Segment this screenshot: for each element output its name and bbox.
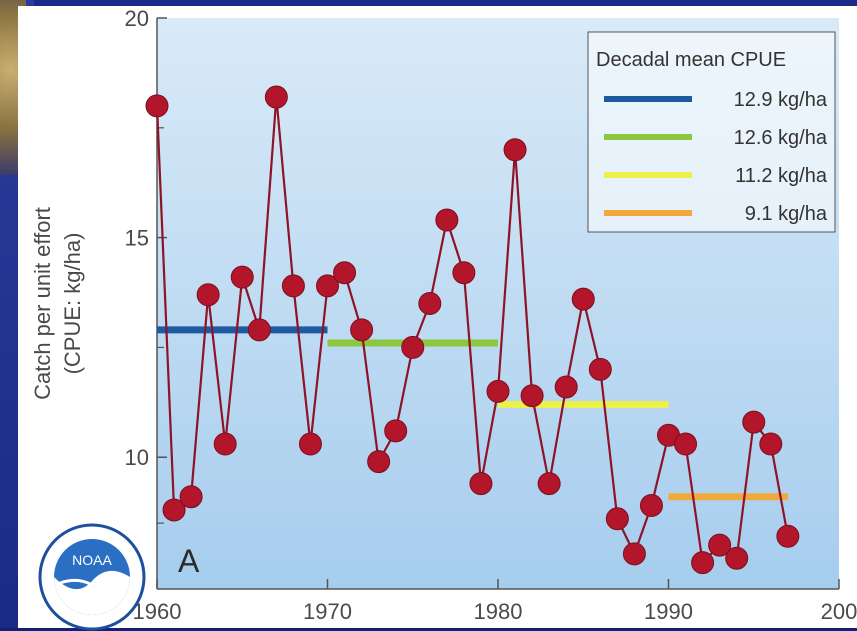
data-point xyxy=(588,357,612,381)
data-point xyxy=(571,287,595,311)
data-point xyxy=(196,283,220,307)
data-point xyxy=(162,498,186,522)
legend-title: Decadal mean CPUE xyxy=(596,49,786,71)
data-point xyxy=(605,507,629,531)
legend-box xyxy=(587,31,836,233)
data-point xyxy=(435,208,459,232)
x-tick-label: 1990 xyxy=(644,599,693,624)
data-point xyxy=(622,542,646,566)
data-point xyxy=(639,494,663,518)
data-point xyxy=(281,274,305,298)
data-point xyxy=(503,138,527,162)
cpue-chart: 1960 1970 1980 1990 200 10 15 20 Decadal mean C… xyxy=(30,6,857,624)
data-point xyxy=(213,432,237,456)
data-point xyxy=(418,292,442,315)
x-tick-label: 200 xyxy=(821,599,857,624)
data-point xyxy=(247,318,271,342)
legend-entry-label: 12.6 kg/ha xyxy=(734,127,828,149)
data-point xyxy=(298,432,322,456)
data-point xyxy=(367,450,391,474)
data-point xyxy=(401,335,425,359)
data-point xyxy=(691,551,715,575)
data-point xyxy=(179,485,203,509)
data-point xyxy=(742,410,766,434)
legend: Decadal mean CPUE 12.9 kg/ha 12.6 kg/ha 11… xyxy=(587,31,836,233)
x-tick-label: 1960 xyxy=(133,599,182,624)
x-tick-label: 1980 xyxy=(474,599,523,624)
panel-letter: A xyxy=(178,543,200,579)
noaa-logo-text: NOAA xyxy=(72,552,112,568)
slide-frame-top xyxy=(0,0,857,10)
data-point xyxy=(554,375,578,399)
data-point xyxy=(145,94,169,118)
y-tick-label: 20 xyxy=(125,6,149,31)
data-point xyxy=(537,472,561,496)
legend-entry-label: 9.1 kg/ha xyxy=(745,203,828,225)
data-point xyxy=(230,265,254,289)
noaa-logo: NOAA xyxy=(38,523,146,631)
data-point xyxy=(469,472,493,496)
data-point xyxy=(264,85,288,109)
data-point xyxy=(520,384,544,408)
data-point xyxy=(725,546,749,570)
data-point xyxy=(776,524,800,548)
chart-panel: 1960 1970 1980 1990 200 10 15 20 Decadal mean C… xyxy=(18,6,857,631)
y-axis-label-line1: Catch per unit effort xyxy=(30,207,55,400)
data-point xyxy=(350,318,374,342)
y-tick-label: 15 xyxy=(125,226,149,251)
data-point xyxy=(486,379,510,403)
data-point xyxy=(708,533,732,557)
x-tick-label: 1970 xyxy=(303,599,352,624)
y-axis-label: Catch per unit effort (CPUE: kg/ha) xyxy=(30,207,85,400)
y-tick-label: 10 xyxy=(125,445,149,470)
data-point xyxy=(674,432,698,456)
data-point xyxy=(384,419,408,443)
data-point xyxy=(316,274,339,298)
legend-entry-label: 11.2 kg/ha xyxy=(735,165,828,187)
y-axis-label-line2: (CPUE: kg/ha) xyxy=(60,233,85,375)
data-point xyxy=(759,432,783,456)
data-point xyxy=(452,261,476,285)
legend-entry-label: 12.9 kg/ha xyxy=(734,89,828,111)
data-point xyxy=(333,261,357,285)
